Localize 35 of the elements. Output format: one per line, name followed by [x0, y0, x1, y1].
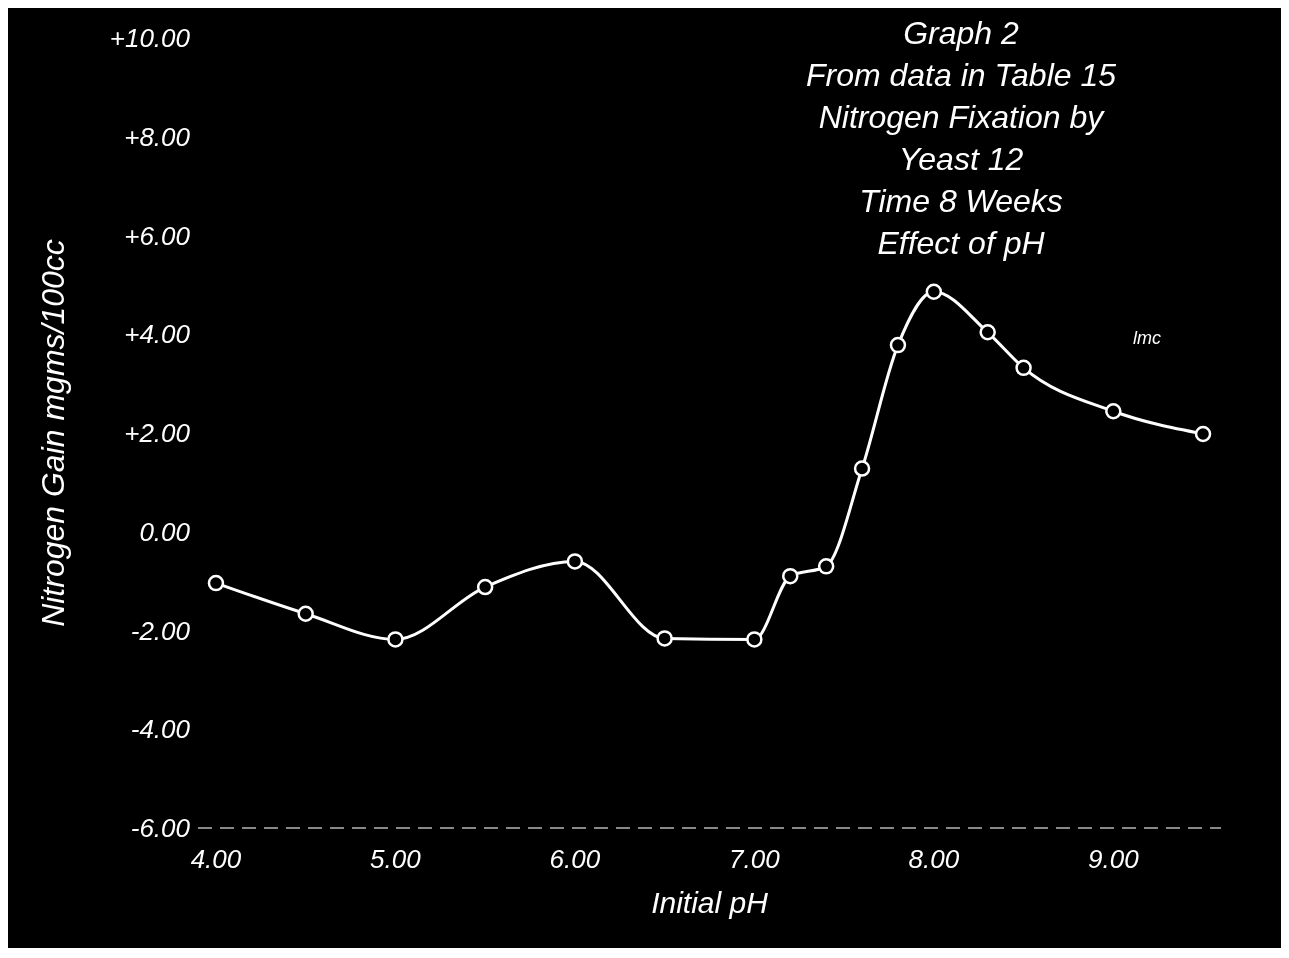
y-tick-label: +6.00 [124, 220, 191, 251]
point [817, 558, 835, 575]
point [889, 336, 907, 354]
y-tick-label: -4.00 [130, 714, 191, 745]
y-tick-label: 0.00 [139, 516, 191, 547]
point [566, 553, 584, 570]
x-tick-label: 5.00 [370, 844, 422, 875]
x-tick-label: 6.00 [549, 844, 601, 875]
point [476, 578, 494, 596]
point [979, 324, 996, 341]
y-tick-label: +2.00 [124, 418, 191, 449]
point [656, 630, 673, 647]
point [782, 567, 799, 585]
y-tick-label: -6.00 [130, 813, 191, 844]
x-axis-title: Initial pH [651, 886, 769, 919]
point [1105, 403, 1122, 420]
annotation: lmc [1133, 328, 1161, 349]
text: Graph 2 From data in Table 15 Nitrogen Fixation by Yeast 12 Time 8 Weeks Effect of pH [804, 14, 1118, 263]
point [1015, 359, 1032, 377]
y-tick-label: +4.00 [124, 319, 191, 350]
point [387, 631, 404, 648]
point [746, 631, 763, 648]
point [925, 283, 943, 301]
point [853, 460, 871, 477]
point [1194, 425, 1212, 443]
y-tick-label: -2.00 [130, 615, 191, 646]
x-tick-label: 9.00 [1088, 844, 1140, 875]
y-tick-label: +8.00 [124, 121, 191, 152]
y-tick-label: +10.00 [109, 23, 191, 54]
x-tick-label: 7.00 [729, 844, 781, 875]
y-axis-title: Nitrogen Gain mgms/100cc [35, 239, 72, 627]
point [297, 605, 314, 622]
x-tick-label: 8.00 [908, 844, 960, 875]
point [207, 574, 225, 592]
x-tick-label: 4.00 [190, 844, 242, 875]
